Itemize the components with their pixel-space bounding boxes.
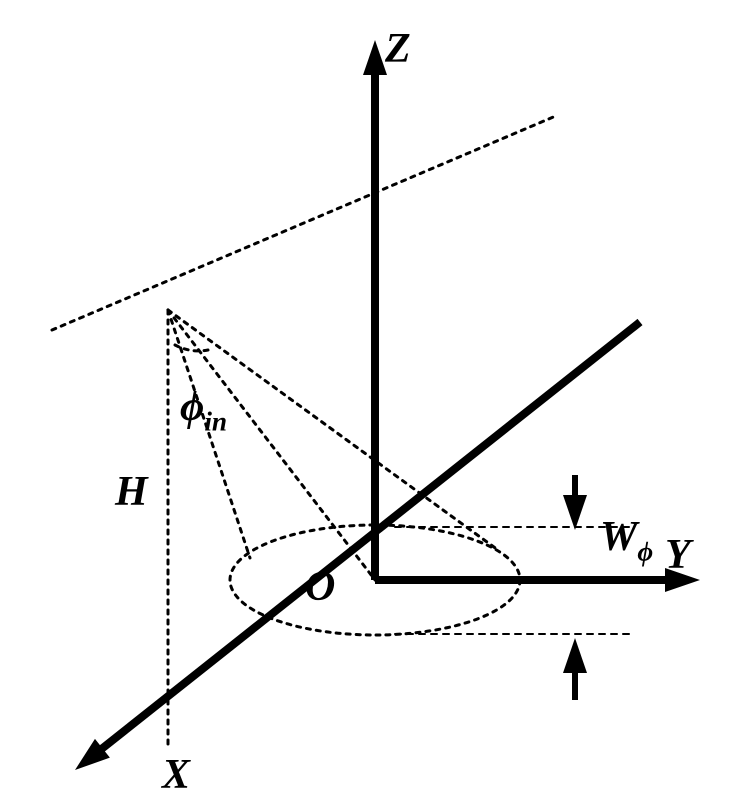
x-axis-label: X <box>160 752 191 798</box>
z-axis-arrowhead <box>363 40 387 75</box>
width-arrow-lower-arrowhead <box>563 638 587 673</box>
upper-dotted-line <box>52 115 558 330</box>
origin-label: O <box>305 564 335 610</box>
z-axis-label: Z <box>384 26 411 72</box>
width-arrow-upper-arrowhead <box>563 495 587 530</box>
y-axis-label: Y <box>665 532 694 578</box>
coordinate-diagram: Z Y X O Hϕin Wϕ <box>0 0 731 805</box>
phi-in-label: ϕin <box>180 384 227 437</box>
x-axis <box>89 322 640 759</box>
w-phi-label: Wϕ <box>600 514 653 567</box>
height-label: H <box>114 469 149 515</box>
